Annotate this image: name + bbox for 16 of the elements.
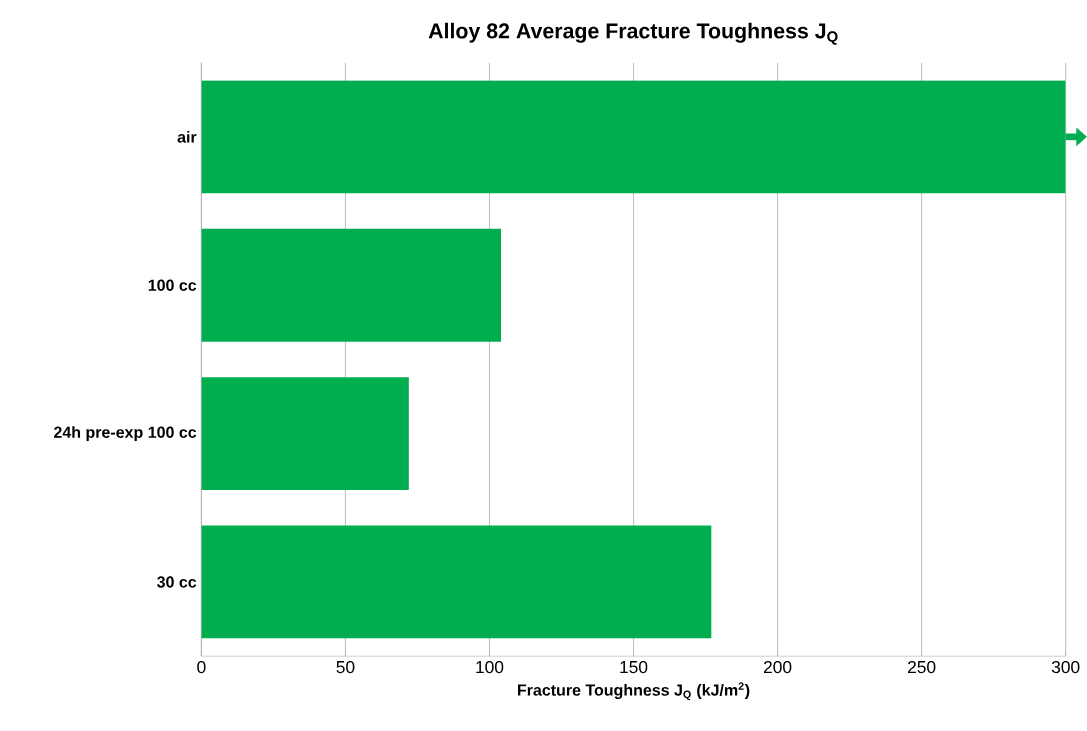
x-tick-label: 300 <box>1051 660 1080 674</box>
x-tick-label: 100 <box>476 660 504 674</box>
x-tick-label: 50 <box>336 660 355 674</box>
y-tick-label: 100 cc <box>148 279 197 291</box>
bar <box>201 377 409 491</box>
x-tick-label: 150 <box>620 660 648 674</box>
bar <box>201 525 712 639</box>
y-tick-label: air <box>177 131 197 143</box>
y-tick-label: 24h pre-exp 100 cc <box>54 426 197 442</box>
x-tick-label: 200 <box>763 660 792 674</box>
bar <box>201 228 502 342</box>
x-tick-label: 0 <box>197 660 206 674</box>
x-tick-label: 250 <box>908 660 936 674</box>
chart-title: Alloy 82 Average Fracture Toughness J$_{Q}$ <box>428 22 838 45</box>
y-tick-label: 30 cc <box>157 576 197 588</box>
x-axis-title: Fracture Toughness J$_{Q}$ (kJ/m$^{2}$) <box>518 682 750 701</box>
